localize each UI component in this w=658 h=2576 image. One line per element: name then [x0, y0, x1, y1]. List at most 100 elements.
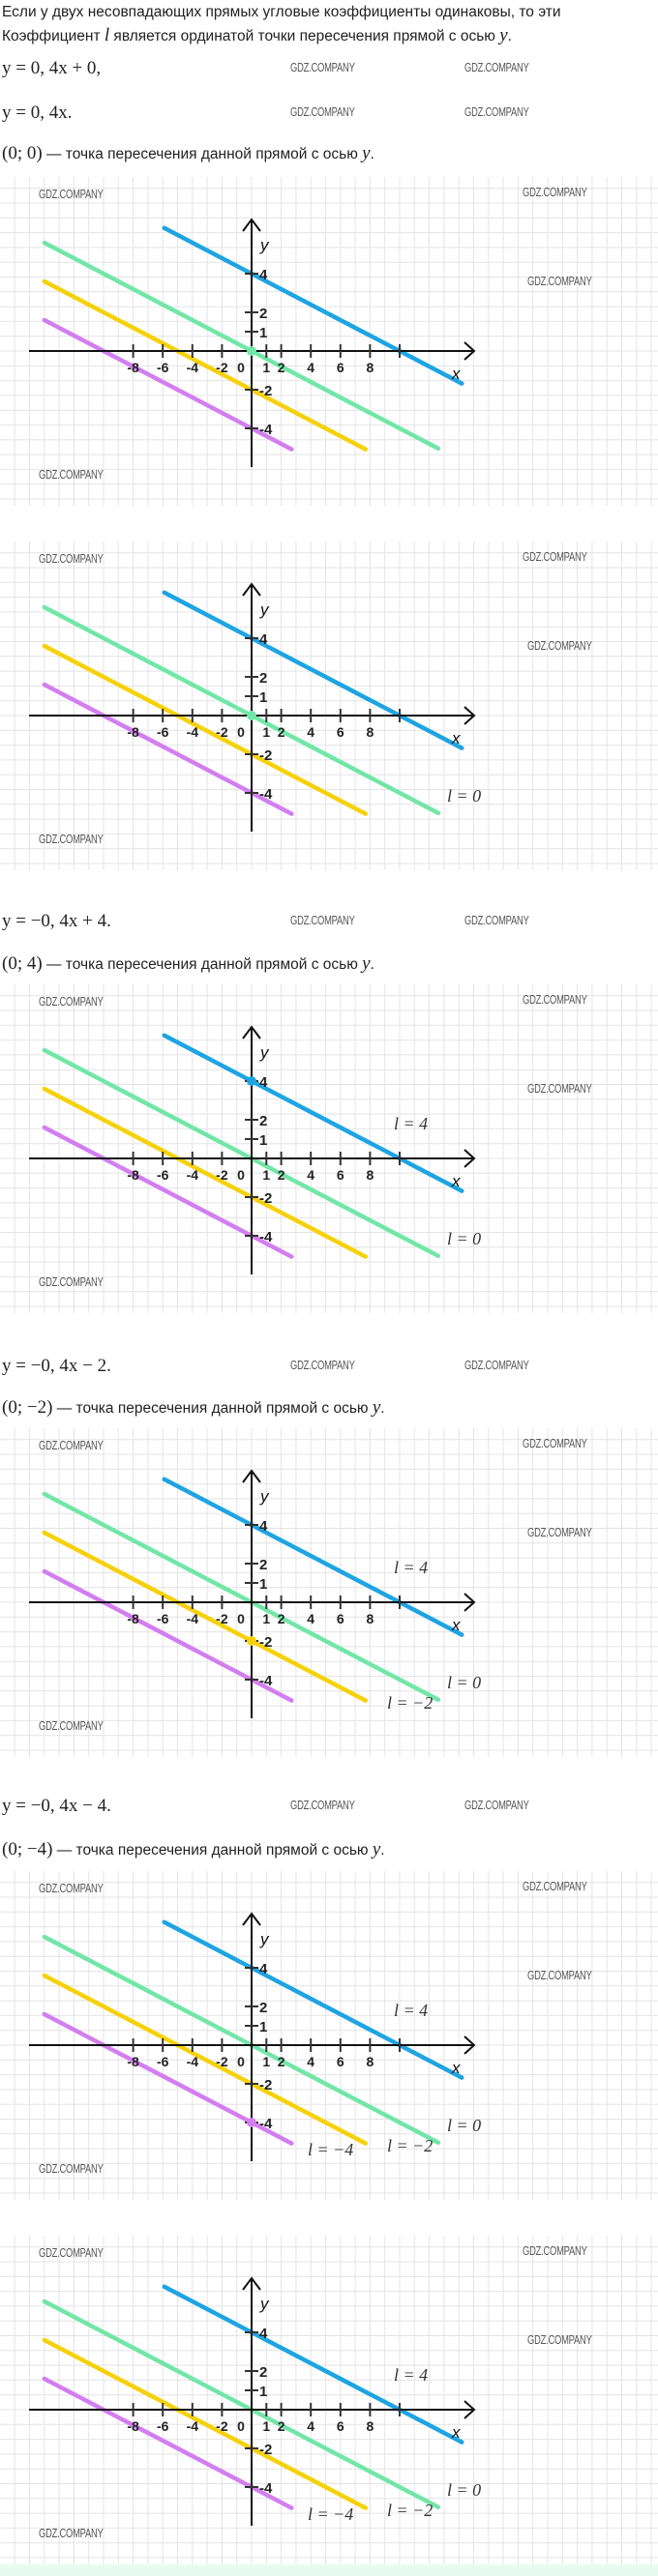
- y-tick-label: 4: [259, 1518, 268, 1535]
- var-l: l: [104, 25, 110, 45]
- line-purple: [42, 2376, 294, 2510]
- x-tick-label: -6: [157, 724, 169, 740]
- x-tick-label: 4: [307, 724, 314, 740]
- x-tick-label: 2: [278, 2054, 285, 2069]
- line-green: [42, 1047, 441, 1259]
- watermark: GDZ.COMPANY: [523, 549, 587, 564]
- y-tick-label: -2: [259, 2442, 272, 2458]
- y-axis-arrow: [242, 1025, 261, 1039]
- watermark: GDZ.COMPANY: [527, 1081, 592, 1096]
- x-tick-label: -8: [127, 1611, 139, 1626]
- line-yellow: [42, 1530, 369, 1703]
- intro-text: Коэффициент: [2, 28, 105, 44]
- watermark: GDZ.COMPANY: [39, 1881, 104, 1895]
- y-axis-label: y: [259, 2295, 270, 2313]
- x-axis-label: x: [451, 2423, 461, 2442]
- equation: y = −0, 4x + 4.: [2, 911, 111, 931]
- x-tick-label: 6: [337, 1611, 344, 1626]
- line-yellow: [42, 278, 369, 452]
- x-tick-label: -4: [187, 724, 199, 740]
- point: (0; −2): [2, 1397, 53, 1418]
- var-y: y: [372, 1839, 381, 1859]
- x-tick-label: 1: [262, 1611, 270, 1626]
- point-statement: (0; −4) — точка пересечения данной прямо…: [2, 1839, 385, 1860]
- var-y: y: [499, 25, 508, 45]
- watermark: GDZ.COMPANY: [523, 992, 587, 1007]
- intro-text: является ординатой точки пересечения пря…: [109, 28, 500, 44]
- x-tick-label: 6: [337, 360, 344, 375]
- point: (0; 0): [2, 143, 43, 163]
- line-blue: [162, 1919, 464, 2080]
- x-axis-label: x: [451, 1172, 461, 1190]
- watermark: GDZ.COMPANY: [39, 551, 104, 566]
- end: .: [380, 1842, 385, 1859]
- x-tick-label: -4: [187, 2054, 199, 2069]
- line-label-green: l = 0: [447, 1673, 481, 1692]
- x-tick-label: 2: [278, 1611, 285, 1626]
- y-tick-label: -2: [259, 1634, 272, 1651]
- y-axis-arrow: [242, 582, 261, 597]
- x-axis-arrow: [464, 706, 476, 725]
- var-y: y: [362, 143, 371, 163]
- watermark: GDZ.COMPANY: [290, 913, 355, 927]
- line-yellow: [42, 1973, 369, 2146]
- line-label-blue: l = 4: [394, 2001, 428, 2020]
- intersection-point: [247, 346, 256, 356]
- x-axis-label: x: [451, 1616, 461, 1634]
- y-tick-label: 4: [259, 631, 268, 648]
- equation: y = −0, 4x − 4.: [2, 1796, 111, 1816]
- point-text: — точка пересечения данной прямой с осью: [52, 1842, 373, 1859]
- x-tick-label: 6: [337, 2418, 344, 2434]
- x-axis-arrow: [464, 1593, 476, 1612]
- line-label-green: l = 0: [447, 786, 481, 805]
- x-tick-label: 8: [367, 724, 374, 740]
- line-blue: [162, 1033, 464, 1193]
- line-label-yellow: l = −2: [387, 2136, 433, 2155]
- bottom-band: [0, 2564, 658, 2576]
- x-tick-label: -2: [216, 360, 228, 375]
- line-blue: [162, 2284, 464, 2444]
- watermark: GDZ.COMPANY: [39, 832, 104, 846]
- x-tick-label: 1: [262, 1167, 270, 1183]
- x-tick-label: -4: [187, 360, 199, 375]
- watermark: GDZ.COMPANY: [523, 1879, 587, 1893]
- x-tick-label: 4: [307, 1167, 314, 1183]
- var-y: y: [362, 953, 371, 974]
- x-tick-label: 8: [367, 2418, 374, 2434]
- line-label-blue: l = 4: [394, 1558, 428, 1577]
- line-yellow: [42, 2337, 369, 2510]
- x-tick-label: 0: [237, 2418, 245, 2434]
- y-axis-label: y: [259, 1043, 270, 1062]
- point: (0; 4): [2, 953, 43, 974]
- x-tick-label: -8: [127, 1167, 139, 1183]
- y-tick-label: 4: [259, 1074, 268, 1091]
- x-tick-label: 0: [237, 360, 245, 375]
- y-tick-label: 1: [259, 325, 267, 341]
- line-label-blue: l = 4: [394, 2365, 428, 2385]
- grid: [0, 177, 658, 506]
- watermark: GDZ.COMPANY: [39, 467, 104, 482]
- watermark: GDZ.COMPANY: [527, 2332, 592, 2347]
- x-tick-label: -8: [127, 2418, 139, 2434]
- graph-panel-2: x y -8 -6 -4 -2 0 1 2 4 6 8 4 2 1 -2 -4 l = 0: [0, 542, 658, 870]
- watermark: GDZ.COMPANY: [39, 2161, 104, 2176]
- line-label-blue: l = 4: [394, 1114, 428, 1133]
- intersection-point: [247, 1636, 256, 1646]
- y-tick-label: -4: [259, 1229, 273, 1245]
- watermark: GDZ.COMPANY: [39, 1274, 104, 1289]
- line-purple: [42, 317, 294, 452]
- point-statement: (0; −2) — точка пересечения данной прямо…: [2, 1397, 385, 1419]
- line-label-yellow: l = −2: [387, 1693, 433, 1712]
- y-axis-label: y: [259, 1487, 270, 1506]
- y-axis-arrow: [242, 218, 261, 232]
- x-tick-label: -2: [216, 2054, 228, 2069]
- x-tick-label: -2: [216, 724, 228, 740]
- x-tick-label: 6: [337, 1167, 344, 1183]
- point-text: — точка пересечения данной прямой с осью: [52, 1400, 373, 1417]
- graph-panel-1: x y -8 -6 -4 -2 0 1 2 4 6 8 4 2 1 -2 -4: [0, 177, 658, 506]
